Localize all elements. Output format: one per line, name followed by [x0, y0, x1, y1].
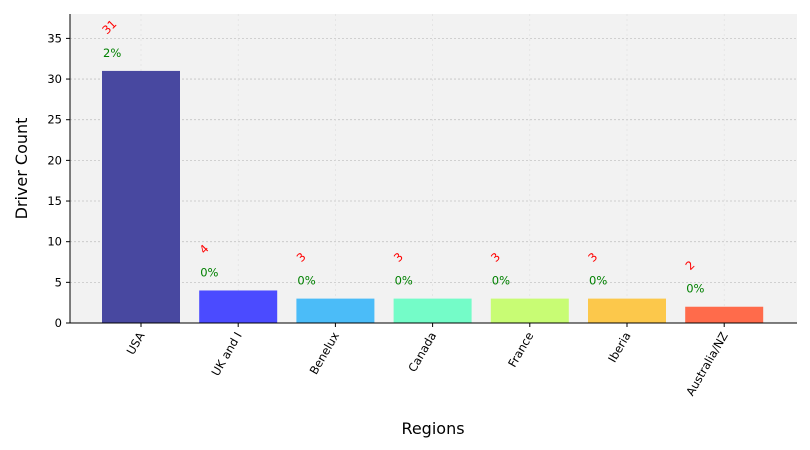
y-tick-label: 5 [55, 275, 62, 289]
y-tick-label: 0 [55, 316, 62, 330]
x-tick-label: Canada [405, 330, 439, 375]
grid-lines [70, 14, 797, 323]
percent-label: 0% [297, 274, 315, 288]
y-tick-label: 30 [47, 72, 62, 86]
x-tick-label: UK and I [209, 330, 245, 379]
y-tick-label: 35 [47, 31, 62, 45]
x-axis-ticks: USA UK and I Benelux Canada France Iberia Aust… [124, 323, 731, 398]
bar [296, 298, 375, 323]
bar [199, 290, 278, 323]
y-tick-label: 25 [47, 113, 62, 127]
bar [393, 298, 472, 323]
bar [685, 306, 764, 323]
percent-label: 0% [686, 282, 704, 296]
x-tick-label: Benelux [307, 329, 343, 377]
percent-label: 0% [395, 274, 413, 288]
y-tick-label: 10 [47, 235, 62, 249]
x-axis-title: Regions [401, 419, 464, 438]
percent-label: 2% [103, 46, 121, 60]
bar [490, 298, 569, 323]
x-tick-label: Iberia [605, 330, 633, 365]
y-axis-ticks: 0 5 10 15 20 25 30 35 [47, 31, 70, 330]
bars [102, 70, 764, 323]
plot-area [70, 14, 797, 323]
axes [69, 14, 797, 324]
percent-label: 0% [589, 274, 607, 288]
percent-label: 0% [200, 265, 218, 279]
y-tick-label: 20 [47, 153, 62, 167]
x-tick-label: Australia/NZ [683, 329, 731, 398]
x-tick-label: USA [124, 329, 148, 357]
y-tick-label: 15 [47, 194, 62, 208]
bar [588, 298, 666, 323]
x-tick-label: France [505, 330, 536, 370]
bar [102, 70, 180, 323]
y-axis-title: Driver Count [12, 118, 31, 220]
percent-label: 0% [492, 274, 510, 288]
